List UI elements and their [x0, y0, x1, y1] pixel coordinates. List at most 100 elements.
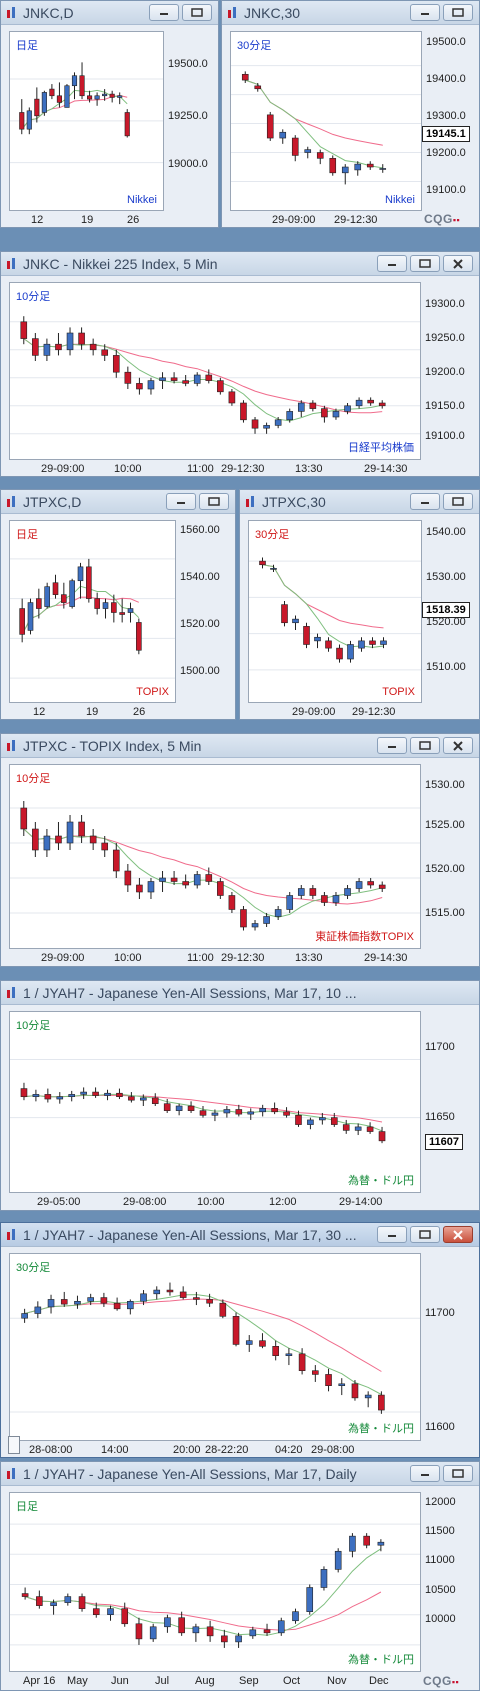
candle-body	[34, 1306, 42, 1314]
candle-body	[307, 1119, 314, 1125]
maximize-button[interactable]	[410, 1226, 440, 1243]
maximize-button[interactable]	[199, 493, 229, 510]
titlebar[interactable]: JNKC - Nikkei 225 Index, 5 Min	[1, 252, 479, 276]
candle-body	[286, 411, 294, 421]
window-title: 1 / JYAH7 - Japanese Yen-All Sessions, M…	[23, 1227, 357, 1243]
chart-plot-area[interactable]: 30分足 Nikkei	[230, 31, 422, 211]
candle-body	[27, 602, 34, 631]
chart-plot-area[interactable]: 日足 TOPIX	[9, 520, 176, 703]
close-icon	[453, 1229, 463, 1240]
minimize-button[interactable]	[149, 4, 179, 21]
chart-plot-area[interactable]: 日足 為替・ドル円	[9, 1492, 421, 1672]
price-tick-label: 1520.00	[426, 616, 466, 628]
chart-app-icon	[7, 7, 15, 18]
chart-window-jyah7-daily[interactable]: 1 / JYAH7 - Japanese Yen-All Sessions, M…	[0, 1461, 480, 1691]
minimize-button[interactable]	[377, 255, 407, 272]
close-button[interactable]	[443, 255, 473, 272]
chart-app-icon	[7, 1229, 15, 1240]
titlebar[interactable]: JTPXC,D	[1, 490, 235, 514]
candle-body	[240, 909, 247, 928]
chart-plot-area[interactable]: 10分足 為替・ドル円	[9, 1011, 421, 1193]
price-tick-label: 1515.00	[425, 907, 465, 919]
chart-plot-area[interactable]: 日足 Nikkei	[9, 31, 164, 211]
titlebar[interactable]: 1 / JYAH7 - Japanese Yen-All Sessions, M…	[1, 1462, 479, 1486]
candle-body	[291, 137, 299, 156]
minimize-button[interactable]	[166, 493, 196, 510]
chart-plot-area[interactable]: 10分足 東証株価指数TOPIX	[9, 764, 421, 949]
chart-app-icon	[7, 258, 15, 269]
maximize-button[interactable]	[443, 1465, 473, 1482]
chart-plot-area[interactable]: 30分足 TOPIX	[248, 520, 422, 703]
chart-window-jnkc-5min[interactable]: JNKC - Nikkei 225 Index, 5 Min 10分足 日経平均…	[0, 251, 480, 477]
time-tick-label: 28-22:20	[205, 1444, 249, 1456]
timeframe-label: 日足	[16, 40, 38, 52]
candle-body	[44, 586, 50, 607]
time-tick-label: May	[67, 1675, 88, 1687]
price-axis: 19500.0 19250.0 19000.0	[164, 31, 218, 211]
titlebar[interactable]: 1 / JYAH7 - Japanese Yen-All Sessions, M…	[1, 981, 479, 1005]
chart-plot-area[interactable]: 30分足 為替・ドル円	[9, 1253, 421, 1441]
close-button[interactable]	[443, 1226, 473, 1243]
candle-body	[66, 821, 74, 844]
maximize-button[interactable]	[443, 493, 473, 510]
long-moving-average-line	[23, 828, 383, 905]
chart-window-jtpxc-30min[interactable]: JTPXC,30 30分足 TOPIX 1540.00 1530.00 1520…	[239, 489, 480, 720]
candle-body	[78, 1596, 86, 1609]
candle-body	[298, 1353, 306, 1371]
short-moving-average-line	[24, 1548, 382, 1636]
candle-body	[274, 419, 282, 426]
scroll-handle[interactable]	[8, 1436, 20, 1454]
candle-body	[206, 1299, 213, 1304]
maximize-button[interactable]	[182, 4, 212, 21]
maximize-button[interactable]	[443, 4, 473, 21]
timeframe-label: 10分足	[16, 773, 51, 785]
candle-body	[378, 1394, 385, 1411]
candle-body	[193, 374, 201, 384]
titlebar[interactable]: JTPXC - TOPIX Index, 5 Min	[1, 734, 479, 758]
chart-window-jnkc-30min[interactable]: JNKC,30 30分足 Nikkei 19500.0 19400.0 1930…	[221, 0, 480, 228]
chart-app-icon	[7, 1468, 15, 1479]
chart-plot-area[interactable]: 10分足 日経平均株価	[9, 282, 421, 460]
candle-body	[241, 73, 249, 81]
titlebar[interactable]: 1 / JYAH7 - Japanese Yen-All Sessions, M…	[1, 1223, 479, 1247]
price-axis: 11700 11650	[421, 1011, 479, 1193]
chart-window-jyah7-30min[interactable]: 1 / JYAH7 - Japanese Yen-All Sessions, M…	[0, 1222, 480, 1458]
minimize-button[interactable]	[410, 493, 440, 510]
price-tick-label: 19150.0	[425, 400, 465, 412]
candle-body	[219, 1302, 227, 1317]
minimize-icon	[421, 12, 429, 15]
candle-body	[164, 1617, 171, 1628]
minimize-button[interactable]	[410, 1465, 440, 1482]
price-axis: 1530.00 1525.00 1520.00 1515.00	[421, 764, 479, 949]
chart-window-jnkc-daily[interactable]: JNKC,D 日足 Nikkei 19500.0 19250.0 19000.0…	[0, 0, 219, 228]
candle-body	[140, 1097, 147, 1101]
candle-body	[100, 1297, 108, 1304]
price-tick-label: 19300.0	[425, 298, 465, 310]
chart-window-jtpxc-daily[interactable]: JTPXC,D 日足 TOPIX 1560.00 1540.00 1520.00…	[0, 489, 236, 720]
close-button[interactable]	[443, 737, 473, 754]
maximize-button[interactable]	[410, 737, 440, 754]
candle-body	[249, 1629, 257, 1637]
close-icon	[453, 740, 463, 751]
minimize-button[interactable]	[410, 4, 440, 21]
minimize-button[interactable]	[377, 1226, 407, 1243]
candle-body	[159, 877, 166, 882]
titlebar[interactable]: JTPXC,30	[240, 490, 479, 514]
titlebar[interactable]: JNKC,D	[1, 1, 218, 25]
price-tick-label: 1540.00	[426, 526, 466, 538]
candle-body	[163, 1103, 171, 1111]
chart-window-jyah7-10min[interactable]: 1 / JYAH7 - Japanese Yen-All Sessions, M…	[0, 980, 480, 1211]
cqg-logo: CQG▪▪	[423, 1674, 460, 1688]
candle-body	[43, 343, 51, 356]
price-axis: 11700 11600	[421, 1253, 479, 1441]
titlebar[interactable]: JNKC,30	[222, 1, 479, 25]
candle-body	[21, 1593, 29, 1597]
candle-body	[92, 1091, 99, 1096]
candle-body	[366, 163, 374, 168]
minimize-button[interactable]	[377, 737, 407, 754]
candle-body	[263, 1629, 271, 1634]
price-tick-label: 1560.00	[180, 524, 220, 536]
chart-window-jtpxc-5min[interactable]: JTPXC - TOPIX Index, 5 Min 10分足 東証株価指数TO…	[0, 733, 480, 967]
minimize-icon	[177, 501, 185, 504]
maximize-button[interactable]	[410, 255, 440, 272]
